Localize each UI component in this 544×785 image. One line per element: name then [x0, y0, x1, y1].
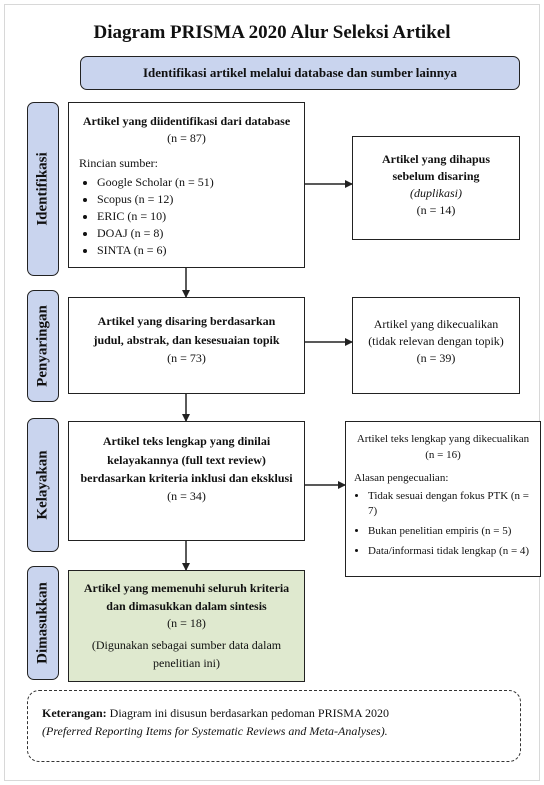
excluded-screening-note: (tidak relevan dengan topik) [368, 334, 504, 349]
excluded-fulltext-count: (n = 16) [425, 448, 461, 461]
legend-box: Keterangan: Diagram ini disusun berdasar… [27, 690, 521, 762]
diagram-title: Diagram PRISMA 2020 Alur Seleksi Artikel [93, 22, 451, 43]
stage-kelayakan: Kelayakan [27, 418, 59, 552]
included-note: (Digunakan sebagai sumber data dalam pen… [91, 638, 282, 671]
reasons-heading: Alasan pengecualian: [354, 472, 449, 485]
included-title: Artikel yang memenuhi seluruh kriteria d… [83, 581, 290, 613]
sources-list: Google Scholar (n = 51) Scopus (n = 12) … [79, 174, 294, 259]
eligibility-title: Artikel teks lengkap yang dinilai kelaya… [80, 434, 293, 486]
removed-title: Artikel yang dihapus sebelum disaring [381, 152, 491, 184]
included-articles-box: Artikel yang memenuhi seluruh kriteria d… [68, 570, 305, 682]
eligibility-count: (n = 34) [167, 488, 206, 503]
legend-text: Diagram ini disusun berdasarkan pedoman … [106, 706, 389, 720]
reasons-list: Tidak sesuai dengan fokus PTK (n = 7) Bu… [354, 489, 532, 559]
included-count: (n = 18) [167, 616, 206, 630]
diagram-frame [4, 4, 540, 781]
removed-note: (duplikasi) [410, 186, 462, 201]
removed-count: (n = 14) [416, 203, 456, 218]
legend-label: Keterangan: [42, 706, 107, 720]
source-item: DOAJ (n = 8) [97, 225, 294, 242]
reason-item: Bukan penelitian empiris (n = 5) [368, 524, 532, 540]
identified-articles-box: Artikel yang diidentifikasi dari databas… [68, 102, 305, 268]
identified-count: (n = 87) [167, 131, 206, 146]
reason-item: Data/informasi tidak lengkap (n = 4) [368, 544, 532, 560]
excluded-screening-count: (n = 39) [416, 351, 456, 366]
excluded-screening-title: Artikel yang dikecualikan [373, 317, 499, 331]
screened-title: Artikel yang disaring berdasarkan judul,… [93, 314, 280, 348]
legend-line: Keterangan: Diagram ini disusun berdasar… [42, 704, 506, 722]
source-item: Scopus (n = 12) [97, 191, 294, 208]
sources-heading: Rincian sumber: [79, 156, 158, 171]
source-item: Google Scholar (n = 51) [97, 174, 294, 191]
screened-articles-box: Artikel yang disaring berdasarkan judul,… [68, 297, 305, 394]
source-item: SINTA (n = 6) [97, 242, 294, 259]
excluded-fulltext-box: Artikel teks lengkap yang dikecualikan (… [345, 421, 541, 577]
identified-title: Artikel yang diidentifikasi dari databas… [82, 114, 291, 128]
identification-banner: Identifikasi artikel melalui database da… [80, 56, 520, 90]
removed-articles-box: Artikel yang dihapus sebelum disaring (d… [352, 136, 520, 240]
stage-identifikasi: Identifikasi [27, 102, 59, 276]
screened-count: (n = 73) [167, 351, 206, 366]
stage-penyaringan: Penyaringan [27, 290, 59, 402]
legend-subtext: (Preferred Reporting Items for Systemati… [42, 724, 388, 738]
eligibility-articles-box: Artikel teks lengkap yang dinilai kelaya… [68, 421, 305, 541]
identification-banner-text: Identifikasi artikel melalui database da… [143, 65, 457, 80]
stage-dimasukkan: Dimasukkan [27, 566, 59, 680]
reason-item: Tidak sesuai dengan fokus PTK (n = 7) [368, 489, 532, 520]
excluded-fulltext-title: Artikel teks lengkap yang dikecualikan [356, 433, 530, 445]
source-item: ERIC (n = 10) [97, 208, 294, 225]
excluded-screening-box: Artikel yang dikecualikan (tidak relevan… [352, 297, 520, 394]
